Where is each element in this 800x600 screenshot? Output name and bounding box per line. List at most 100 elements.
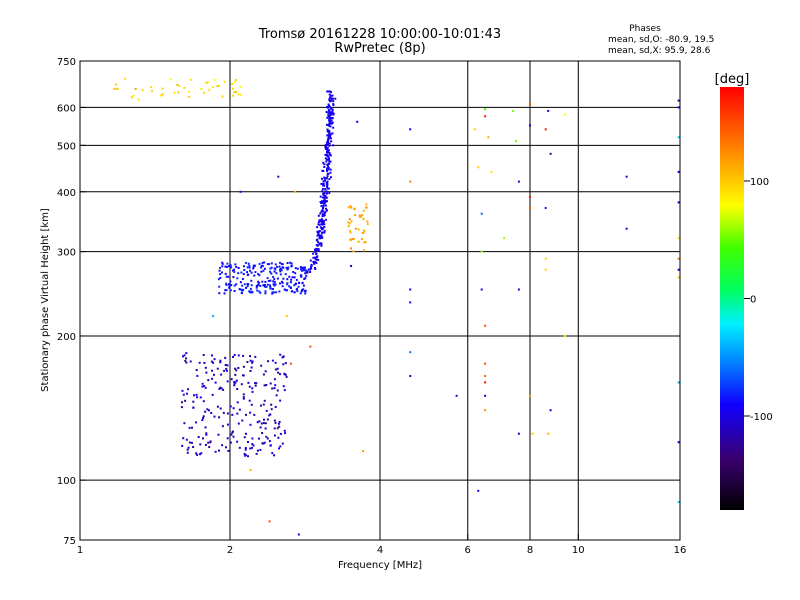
data-point xyxy=(251,387,254,390)
data-point xyxy=(324,188,327,191)
data-point xyxy=(677,381,680,384)
data-point xyxy=(322,184,325,187)
data-point xyxy=(250,271,253,274)
data-point xyxy=(309,259,312,262)
data-point xyxy=(302,288,305,291)
data-point xyxy=(242,396,245,399)
data-point xyxy=(211,86,214,89)
data-point xyxy=(354,214,357,217)
data-point xyxy=(279,270,282,273)
data-point xyxy=(544,268,547,271)
data-point xyxy=(298,282,301,285)
data-point xyxy=(332,144,335,147)
data-point xyxy=(310,264,313,267)
data-point xyxy=(204,443,207,446)
data-point xyxy=(326,169,328,172)
data-point xyxy=(274,361,277,364)
data-point xyxy=(290,290,293,293)
data-point xyxy=(304,266,306,269)
data-point xyxy=(269,287,272,290)
data-point xyxy=(218,285,221,288)
data-point xyxy=(323,229,326,232)
data-point xyxy=(296,288,298,290)
data-point xyxy=(270,272,273,275)
data-point xyxy=(210,360,213,363)
data-point xyxy=(273,419,276,422)
colorbar-label: [deg] xyxy=(715,72,750,87)
data-point xyxy=(255,382,258,385)
data-point xyxy=(310,267,313,270)
data-point xyxy=(325,146,327,148)
data-point xyxy=(324,210,327,213)
data-point xyxy=(196,374,199,377)
data-point xyxy=(677,106,680,109)
data-point xyxy=(251,437,254,440)
data-point xyxy=(289,362,292,365)
data-point xyxy=(225,289,228,292)
data-point xyxy=(322,192,325,195)
data-point xyxy=(353,208,356,211)
data-point xyxy=(625,175,628,178)
data-point xyxy=(114,83,117,86)
data-point xyxy=(329,160,332,163)
data-point xyxy=(320,242,323,245)
data-point xyxy=(480,212,483,215)
data-point xyxy=(204,386,207,389)
data-point xyxy=(322,180,325,183)
data-point xyxy=(289,287,292,289)
data-point xyxy=(276,367,279,370)
data-point xyxy=(331,122,333,125)
data-point xyxy=(192,406,195,409)
data-point xyxy=(330,119,333,122)
data-point xyxy=(323,231,326,234)
data-point xyxy=(329,137,332,140)
data-point xyxy=(232,87,234,90)
data-point xyxy=(286,267,289,270)
data-point xyxy=(320,205,323,207)
data-point xyxy=(359,216,361,218)
data-point xyxy=(240,291,243,294)
data-point xyxy=(314,256,316,259)
data-point xyxy=(271,359,274,362)
data-point xyxy=(281,281,284,284)
data-point xyxy=(208,88,211,91)
data-point xyxy=(261,280,264,283)
data-point xyxy=(331,94,334,97)
data-point xyxy=(274,263,277,266)
data-point xyxy=(233,384,236,387)
data-point xyxy=(258,274,261,277)
data-point xyxy=(323,202,325,205)
data-point xyxy=(328,130,331,133)
data-point xyxy=(232,430,234,433)
data-point xyxy=(225,369,228,372)
data-point xyxy=(210,412,213,414)
data-point xyxy=(321,231,324,234)
data-point xyxy=(327,134,330,136)
data-point xyxy=(358,214,361,217)
data-point xyxy=(246,266,249,269)
data-point xyxy=(330,97,333,100)
data-point xyxy=(220,373,223,376)
data-point xyxy=(322,200,325,202)
data-point xyxy=(241,419,244,422)
data-point xyxy=(237,267,240,269)
data-point xyxy=(312,256,315,259)
data-point xyxy=(321,221,324,224)
data-point xyxy=(288,275,291,278)
data-point xyxy=(259,284,262,287)
data-point xyxy=(195,452,198,455)
data-point xyxy=(255,452,258,455)
data-point xyxy=(325,192,328,195)
data-point xyxy=(305,274,308,277)
data-point xyxy=(237,93,240,96)
data-point xyxy=(264,422,267,425)
data-point xyxy=(227,275,230,278)
data-point xyxy=(212,361,215,364)
data-point xyxy=(249,469,252,471)
data-point xyxy=(260,264,263,267)
data-point xyxy=(252,444,255,447)
data-point xyxy=(365,206,368,209)
data-point xyxy=(352,238,355,240)
data-point xyxy=(270,266,273,269)
data-point xyxy=(361,232,364,235)
